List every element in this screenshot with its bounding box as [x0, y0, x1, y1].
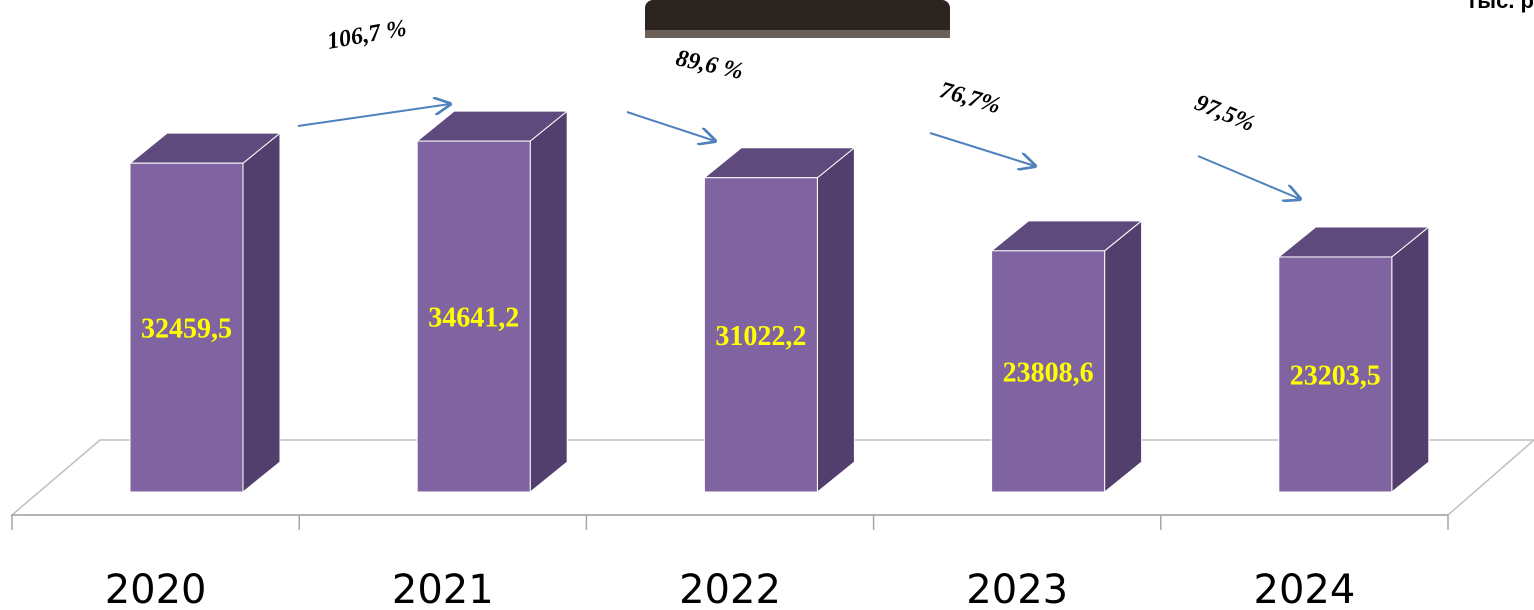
- growth-annotation: 97,5%: [1191, 90, 1258, 137]
- bar: [703, 177, 818, 493]
- bar: [991, 250, 1106, 493]
- arrow: [1197, 155, 1300, 199]
- value-label: 34641,2: [428, 303, 519, 334]
- growth-annotation: 106,7 %: [325, 15, 408, 54]
- arrow: [929, 132, 1035, 166]
- value-label: 31022,2: [715, 321, 806, 352]
- bar-side: [242, 132, 281, 494]
- x-tick-label: 2022: [679, 567, 781, 610]
- bar-side: [816, 146, 855, 494]
- x-tick-label: 2024: [1254, 567, 1356, 610]
- photo-caption-strip: [645, 30, 950, 38]
- bar-side: [1391, 225, 1430, 494]
- bar: [129, 162, 244, 493]
- value-label: 23808,6: [1003, 357, 1094, 388]
- value-label: 32459,5: [141, 314, 232, 345]
- photo: [645, 0, 950, 38]
- unit-label: тыс. р: [1467, 0, 1534, 13]
- growth-annotation: 76,7%: [937, 77, 1004, 119]
- arrow: [626, 111, 715, 141]
- arrow: [297, 104, 450, 127]
- growth-annotation: 89,6 %: [673, 45, 745, 85]
- value-label: 23203,5: [1290, 360, 1381, 391]
- x-tick-label: 2021: [392, 567, 494, 610]
- x-tick-label: 2020: [105, 567, 207, 610]
- x-tick-label: 2023: [966, 567, 1068, 610]
- bar: [1278, 256, 1393, 493]
- bar: [416, 140, 531, 493]
- bar-side: [1104, 219, 1143, 494]
- bar-side: [529, 110, 568, 494]
